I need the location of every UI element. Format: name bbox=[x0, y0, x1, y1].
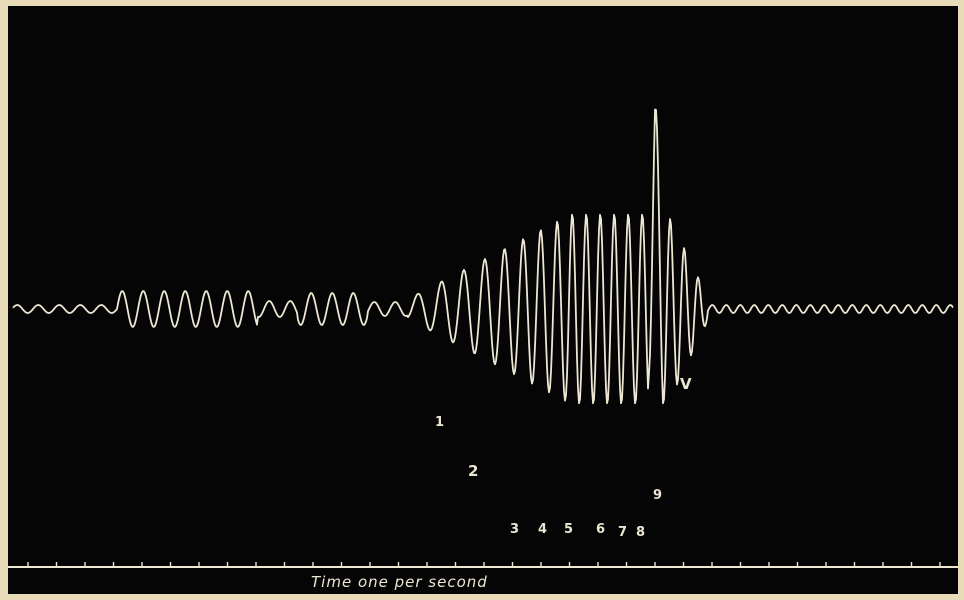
oscillogram-chart: 1 2 3 4 5 6 7 8 9 V Time one per second bbox=[8, 108, 958, 591]
peak-labels: 1 2 3 4 5 6 7 8 9 V bbox=[435, 375, 692, 540]
peak-label-v: V bbox=[680, 375, 692, 393]
waveform-trace bbox=[12, 108, 954, 405]
time-axis-caption: Time one per second bbox=[311, 573, 488, 591]
peak-label-5: 5 bbox=[564, 522, 573, 537]
peak-label-2: 2 bbox=[468, 462, 478, 480]
peak-label-3: 3 bbox=[510, 522, 519, 537]
peak-label-6: 6 bbox=[596, 522, 605, 537]
peak-label-4: 4 bbox=[538, 522, 547, 537]
peak-label-8: 8 bbox=[636, 525, 645, 540]
time-axis-ticks bbox=[27, 562, 941, 567]
peak-label-1: 1 bbox=[435, 415, 444, 430]
peak-label-7: 7 bbox=[618, 525, 627, 540]
peak-label-9: 9 bbox=[653, 488, 662, 503]
